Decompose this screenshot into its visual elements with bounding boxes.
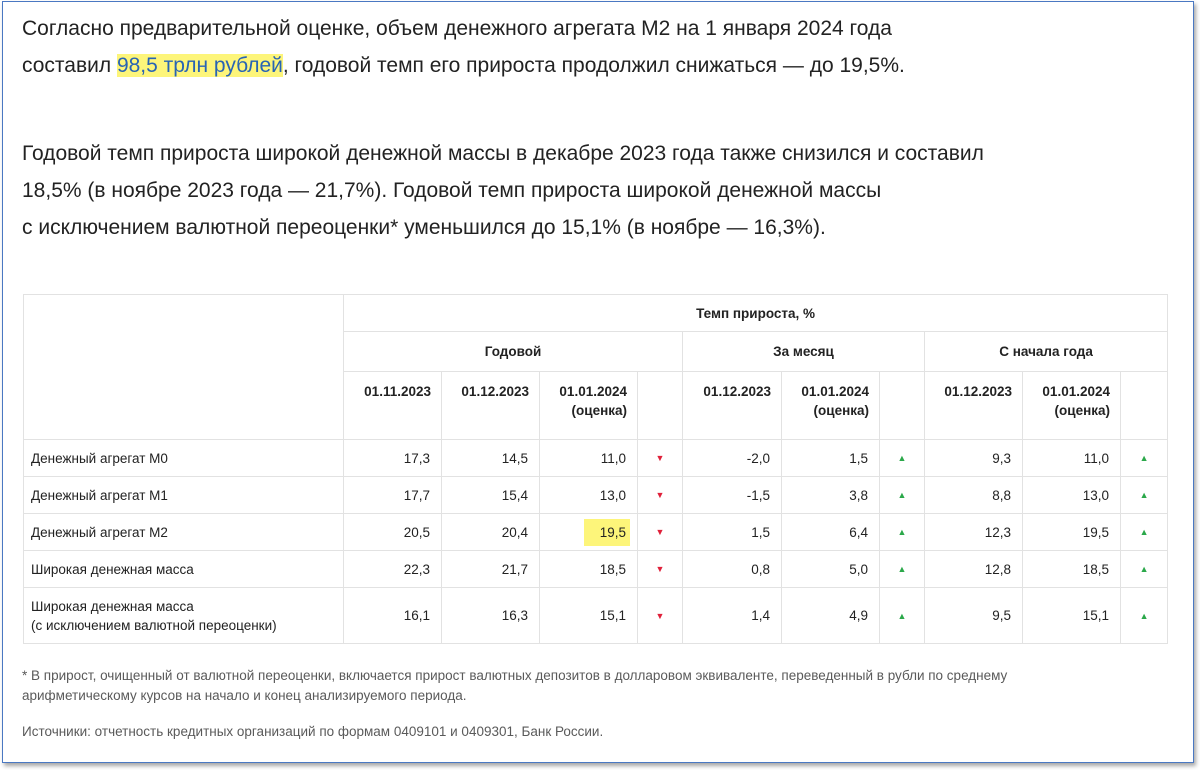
footnote-line-1: * В прирост, очищенный от валютной перео… bbox=[22, 668, 1008, 683]
cell-ytd-dec: 12,3 bbox=[924, 513, 1023, 551]
arrow-down-icon: ▼ bbox=[637, 476, 683, 514]
cell-annual-jan: 13,0 bbox=[539, 476, 638, 514]
footnote-line-2: арифметическому курсов на начало и конец… bbox=[22, 688, 467, 703]
table-row: Широкая денежная масса 22,3 21,7 18,5 ▼ … bbox=[23, 550, 1169, 588]
highlighted-value: 19,5 bbox=[583, 518, 630, 546]
cell-annual-jan: 15,1 bbox=[539, 587, 638, 644]
row-label: Широкая денежная масса bbox=[23, 550, 344, 588]
para2-line-3: с исключением валютной переоценки* умень… bbox=[22, 216, 826, 239]
table-row: Денежный агрегат М0 17,3 14,5 11,0 ▼ -2,… bbox=[23, 439, 1169, 477]
cell-month-jan: 4,9 bbox=[781, 587, 880, 644]
growth-rate-header: Темп прироста, % bbox=[342, 294, 1169, 332]
cell-annual-jan: 18,5 bbox=[539, 550, 638, 588]
table-row: Денежный агрегат М2 20,5 20,4 19,5 ▼ 1,5… bbox=[23, 513, 1169, 551]
cell-month-dec: 1,4 bbox=[682, 587, 782, 644]
cell-ytd-jan: 19,5 bbox=[1022, 513, 1121, 551]
arrow-col-header bbox=[879, 371, 925, 440]
cell-month-dec: 1,5 bbox=[682, 513, 782, 551]
money-aggregates-table: Темп прироста, % Годовой За месяц С нача… bbox=[23, 294, 1169, 644]
arrow-down-icon: ▼ bbox=[637, 587, 683, 644]
group-annual-header: Годовой bbox=[343, 331, 683, 372]
intro-line-2-end: , годовой темп его прироста продолжил сн… bbox=[282, 54, 905, 77]
cell-annual-jan-highlighted: 19,5 bbox=[539, 513, 638, 551]
arrow-down-icon: ▼ bbox=[637, 439, 683, 477]
intro-line-2-start: составил bbox=[22, 54, 117, 77]
cell-month-jan: 3,8 bbox=[781, 476, 880, 514]
cell-annual-nov: 22,3 bbox=[343, 550, 442, 588]
corner-cell bbox=[23, 294, 344, 440]
cell-ytd-dec: 9,3 bbox=[924, 439, 1023, 477]
arrow-down-icon: ▼ bbox=[637, 550, 683, 588]
intro-paragraph: Согласно предварительной оценке, объем д… bbox=[22, 10, 1172, 84]
cell-ytd-dec: 9,5 bbox=[924, 587, 1023, 644]
cell-month-jan: 6,4 bbox=[781, 513, 880, 551]
cell-annual-nov: 17,3 bbox=[343, 439, 442, 477]
col-header: 01.12.2023 bbox=[924, 371, 1023, 440]
col-header: 01.12.2023 bbox=[682, 371, 782, 440]
cell-annual-jan: 11,0 bbox=[539, 439, 638, 477]
arrow-col-header bbox=[637, 371, 683, 440]
arrow-up-icon: ▲ bbox=[1119, 439, 1169, 477]
col-header: 01.12.2023 bbox=[441, 371, 540, 440]
arrow-down-icon: ▼ bbox=[637, 513, 683, 551]
cell-ytd-jan: 13,0 bbox=[1022, 476, 1121, 514]
cell-month-dec: -2,0 bbox=[682, 439, 782, 477]
row-label: Денежный агрегат М0 bbox=[23, 439, 344, 477]
group-month-header: За месяц bbox=[682, 331, 925, 372]
cell-month-jan: 5,0 bbox=[781, 550, 880, 588]
cell-ytd-jan: 11,0 bbox=[1022, 439, 1121, 477]
cell-month-jan: 1,5 bbox=[781, 439, 880, 477]
col-header: 01.01.2024 (оценка) bbox=[781, 371, 880, 440]
cell-annual-nov: 20,5 bbox=[343, 513, 442, 551]
arrow-col-header bbox=[1119, 371, 1169, 440]
cell-ytd-dec: 8,8 bbox=[924, 476, 1023, 514]
broad-money-paragraph: Годовой темп прироста широкой денежной м… bbox=[22, 135, 1182, 246]
cell-annual-dec: 16,3 bbox=[441, 587, 540, 644]
cell-ytd-jan: 18,5 bbox=[1022, 550, 1121, 588]
arrow-up-icon: ▲ bbox=[879, 587, 925, 644]
para2-line-1: Годовой темп прироста широкой денежной м… bbox=[22, 142, 984, 165]
cell-month-dec: 0,8 bbox=[682, 550, 782, 588]
arrow-up-icon: ▲ bbox=[1119, 476, 1169, 514]
cell-annual-dec: 14,5 bbox=[441, 439, 540, 477]
cell-annual-dec: 15,4 bbox=[441, 476, 540, 514]
col-header: 01.01.2024 (оценка) bbox=[539, 371, 638, 440]
table-row: Широкая денежная масса (с исключением вал… bbox=[23, 587, 1169, 644]
cell-annual-dec: 20,4 bbox=[441, 513, 540, 551]
cell-annual-dec: 21,7 bbox=[441, 550, 540, 588]
highlighted-amount: 98,5 трлн рублей bbox=[116, 54, 283, 77]
arrow-up-icon: ▲ bbox=[879, 439, 925, 477]
arrow-up-icon: ▲ bbox=[1119, 587, 1169, 644]
intro-line-1: Согласно предварительной оценке, объем д… bbox=[22, 17, 892, 40]
arrow-up-icon: ▲ bbox=[1119, 513, 1169, 551]
arrow-up-icon: ▲ bbox=[1119, 550, 1169, 588]
cell-ytd-dec: 12,8 bbox=[924, 550, 1023, 588]
row-label: Денежный агрегат М2 bbox=[23, 513, 344, 551]
arrow-up-icon: ▲ bbox=[879, 476, 925, 514]
col-header: 01.11.2023 bbox=[343, 371, 442, 440]
row-label: Денежный агрегат М1 bbox=[23, 476, 344, 514]
cell-annual-nov: 17,7 bbox=[343, 476, 442, 514]
sources-note: Источники: отчетность кредитных организа… bbox=[22, 724, 604, 739]
col-header: 01.01.2024 (оценка) bbox=[1022, 371, 1121, 440]
arrow-up-icon: ▲ bbox=[879, 513, 925, 551]
group-ytd-header: С начала года bbox=[923, 331, 1169, 372]
footnote: * В прирост, очищенный от валютной перео… bbox=[22, 666, 1172, 706]
cell-month-dec: -1,5 bbox=[682, 476, 782, 514]
cell-ytd-jan: 15,1 bbox=[1022, 587, 1121, 644]
para2-line-2: 18,5% (в ноябре 2023 года — 21,7%). Годо… bbox=[22, 179, 882, 202]
cell-annual-nov: 16,1 bbox=[343, 587, 442, 644]
table-row: Денежный агрегат М1 17,7 15,4 13,0 ▼ -1,… bbox=[23, 476, 1169, 514]
arrow-up-icon: ▲ bbox=[879, 550, 925, 588]
row-label: Широкая денежная масса (с исключением вал… bbox=[23, 587, 344, 644]
